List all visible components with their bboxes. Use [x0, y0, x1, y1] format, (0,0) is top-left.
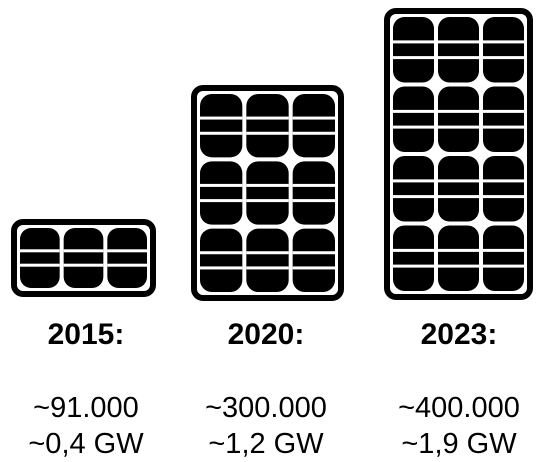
capacity-2015: ~0,4 GW: [28, 428, 144, 460]
panel-cell: [438, 225, 479, 291]
panel-count-2015: ~91.000: [33, 392, 139, 424]
cell-busbar: [246, 251, 289, 255]
panel-cell: [292, 161, 335, 225]
cell-busbar: [292, 266, 335, 270]
panel-cell: [107, 228, 147, 288]
cell-busbar: [393, 195, 434, 199]
cell-busbar: [393, 125, 434, 129]
cell-busbar: [483, 40, 524, 44]
panel-cell: [393, 86, 434, 152]
cell-busbar: [393, 56, 434, 60]
panel-cell: [63, 228, 104, 288]
cell-busbar: [63, 249, 104, 253]
cell-busbar: [292, 251, 335, 255]
cell-busbar: [393, 264, 434, 268]
panel-count-2023: ~400.000: [398, 392, 520, 424]
panel-cell: [200, 94, 243, 158]
cell-busbar: [200, 199, 243, 203]
cell-busbar: [438, 264, 479, 268]
stats-2020: ~300.000 ~1,2 GW: [176, 390, 356, 462]
cell-busbar: [483, 56, 524, 60]
panel-cell: [246, 94, 289, 158]
cell-busbar: [292, 199, 335, 203]
cell-busbar: [438, 195, 479, 199]
cell-busbar: [393, 248, 434, 252]
panel-cell: [393, 17, 434, 83]
cell-busbar: [292, 116, 335, 120]
cell-busbar: [246, 116, 289, 120]
solar-panel-2023-icon: [384, 8, 533, 300]
year-label-2023: 2023:: [420, 318, 498, 351]
panel-cell: [200, 161, 243, 225]
cell-busbar: [438, 179, 479, 183]
panel-cell: [393, 156, 434, 222]
cell-busbar: [438, 125, 479, 129]
panel-count-2020: ~300.000: [205, 392, 327, 424]
cell-busbar: [200, 131, 243, 135]
panel-frame: [384, 8, 533, 300]
cell-busbar: [438, 248, 479, 252]
panel-cell: [292, 94, 335, 158]
column-2023: 2023:: [369, 318, 536, 352]
cell-busbar: [393, 179, 434, 183]
cell-busbar: [483, 248, 524, 252]
stats-2023: ~400.000 ~1,9 GW: [369, 390, 536, 462]
cell-busbar: [438, 56, 479, 60]
cell-busbar: [200, 266, 243, 270]
cell-busbar: [393, 109, 434, 113]
year-label-2020: 2020:: [227, 318, 305, 351]
panel-cell: [20, 228, 60, 288]
cell-busbar: [246, 199, 289, 203]
cell-busbar: [20, 249, 60, 253]
cell-busbar: [200, 251, 243, 255]
panel-cell: [246, 161, 289, 225]
panel-cell: [246, 228, 289, 292]
cell-busbar: [107, 263, 147, 267]
panel-cell: [483, 86, 524, 152]
cell-busbar: [483, 125, 524, 129]
cell-busbar: [483, 195, 524, 199]
cell-busbar: [292, 183, 335, 187]
cell-busbar: [107, 249, 147, 253]
year-label-2015: 2015:: [47, 318, 125, 351]
cell-busbar: [63, 263, 104, 267]
panel-cell: [393, 225, 434, 291]
solar-panel-2015-icon: [11, 219, 156, 297]
solar-panel-2020-icon: [191, 85, 344, 301]
stats-2015: ~91.000 ~0,4 GW: [0, 390, 176, 462]
panel-cell: [292, 228, 335, 292]
panel-cell: [438, 17, 479, 83]
panel-cell: [200, 228, 243, 292]
cell-busbar: [438, 109, 479, 113]
panel-cell: [438, 86, 479, 152]
cell-busbar: [20, 263, 60, 267]
cell-busbar: [292, 131, 335, 135]
cell-busbar: [200, 116, 243, 120]
capacity-2023: ~1,9 GW: [401, 428, 517, 460]
column-2015: 2015:: [0, 318, 176, 352]
panel-cell: [483, 17, 524, 83]
cell-busbar: [393, 40, 434, 44]
cell-busbar: [246, 266, 289, 270]
cell-busbar: [200, 183, 243, 187]
panel-cell: [483, 156, 524, 222]
cell-busbar: [246, 131, 289, 135]
panel-cell: [438, 156, 479, 222]
column-2020: 2020:: [176, 318, 356, 352]
capacity-2020: ~1,2 GW: [208, 428, 324, 460]
cell-busbar: [246, 183, 289, 187]
cell-busbar: [483, 179, 524, 183]
cell-busbar: [483, 109, 524, 113]
cell-busbar: [483, 264, 524, 268]
cell-busbar: [438, 40, 479, 44]
panel-cell: [483, 225, 524, 291]
